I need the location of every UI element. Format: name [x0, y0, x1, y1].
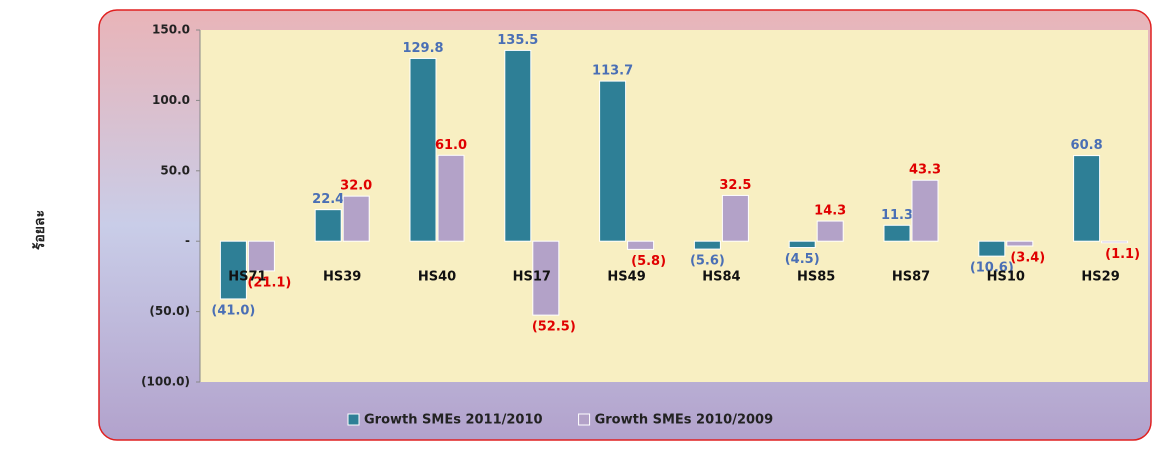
legend-label: Growth SMEs 2010/2009 — [595, 413, 774, 428]
value-label: 32.5 — [719, 178, 751, 193]
bar — [978, 240, 1006, 257]
legend-swatch — [578, 413, 591, 426]
x-tick-label: HS17 — [513, 270, 551, 285]
y-tick-label: 50.0 — [160, 163, 190, 177]
bar — [247, 240, 275, 272]
y-axis-label: ร้อยละ — [32, 210, 48, 250]
x-tick-label: HS39 — [323, 270, 361, 285]
value-label: 135.5 — [497, 33, 538, 48]
value-label: (1.1) — [1105, 247, 1140, 262]
value-label: 113.7 — [592, 64, 633, 79]
value-label: 32.0 — [340, 179, 372, 194]
value-label: 61.0 — [435, 138, 467, 153]
value-label: (52.5) — [532, 320, 576, 335]
value-label: 43.3 — [909, 163, 941, 178]
bar — [693, 240, 721, 250]
x-tick-label: HS84 — [702, 270, 740, 285]
bar — [437, 154, 465, 242]
bar — [1101, 240, 1129, 244]
value-label: (41.0) — [211, 303, 255, 318]
x-tick-label: HS49 — [607, 270, 645, 285]
x-tick-label: HS85 — [797, 270, 835, 285]
bar — [219, 240, 247, 300]
x-tick-label: HS10 — [987, 270, 1025, 285]
value-label: 129.8 — [402, 41, 443, 56]
y-tick-label: (50.0) — [149, 304, 190, 318]
x-tick-label: HS29 — [1081, 270, 1119, 285]
x-tick-label: HS87 — [892, 270, 930, 285]
bar — [816, 220, 844, 242]
bar — [1006, 240, 1034, 247]
value-label: (5.6) — [690, 254, 725, 269]
value-label: 22.4 — [312, 192, 344, 207]
value-label: (10.6) — [970, 261, 1014, 276]
bar — [314, 209, 342, 242]
bar — [504, 49, 532, 242]
bar — [788, 240, 816, 249]
y-tick-label: (100.0) — [141, 375, 190, 389]
bar — [911, 179, 939, 242]
bar — [532, 240, 560, 316]
bar — [599, 80, 627, 242]
y-tick-label: - — [185, 234, 190, 248]
bar — [627, 240, 655, 250]
bar — [721, 194, 749, 242]
y-tick-label: 150.0 — [152, 23, 190, 37]
value-label: (21.1) — [247, 275, 291, 290]
value-label: (3.4) — [1010, 250, 1045, 265]
bar — [342, 195, 370, 242]
x-tick-label: HS71 — [228, 270, 266, 285]
value-label: (5.8) — [631, 254, 666, 269]
value-label: 60.8 — [1071, 138, 1103, 153]
bar — [1073, 155, 1101, 242]
legend-label: Growth SMEs 2011/2010 — [364, 413, 543, 428]
bar — [409, 57, 437, 242]
value-label: (4.5) — [785, 252, 820, 267]
value-label: 14.3 — [814, 204, 846, 219]
bar — [883, 224, 911, 242]
legend-swatch — [347, 413, 360, 426]
y-tick-label: 100.0 — [152, 93, 190, 107]
x-tick-label: HS40 — [418, 270, 456, 285]
value-label: 11.3 — [881, 208, 913, 223]
